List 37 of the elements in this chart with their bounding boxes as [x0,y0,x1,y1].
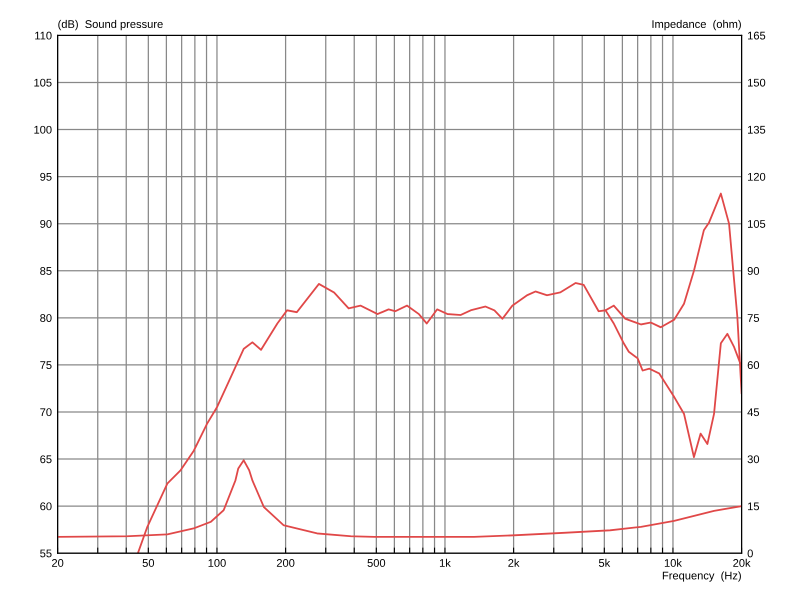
y2-tick-label: 150 [748,78,766,87]
x-tick-label: 10k [664,558,682,567]
x-tick-label: 2k [508,558,520,567]
x-axis-title: Frequency (Hz) [662,571,741,582]
y-tick-label: 70 [40,408,52,416]
y2-tick-label: 45 [747,408,760,416]
x-tick-label: 200 [276,559,294,567]
x-tick-label: 500 [368,559,386,567]
y2-tick-label: 15 [748,502,760,510]
y-tick-label: 55 [40,550,52,558]
x-tick-label: 100 [208,559,226,567]
y-axis-title: (dB) Sound pressure [58,20,163,30]
y2-tick-label: 90 [748,267,760,275]
y-tick-label: 90 [40,220,52,228]
y-tick-label: 95 [40,172,52,181]
y-tick-label: 80 [40,314,52,322]
y-tick-label: 75 [40,361,52,370]
y2-tick-label: 30 [748,455,760,464]
y2-tick-label: 75 [748,314,760,322]
y-tick-label: 60 [40,502,52,510]
x-tick-label: 5k [598,558,610,567]
x-tick-label: 1k [440,558,451,567]
y2-tick-label: 165 [748,32,766,40]
y-tick-label: 85 [40,267,52,275]
y2-tick-label: 135 [748,126,766,134]
y-tick-label: 100 [34,126,52,134]
y2-tick-label: 60 [748,361,760,370]
y-tick-label: 105 [34,78,52,87]
x-tick-label: 20k [733,558,751,567]
y-tick-label: 65 [40,455,52,464]
y2-tick-label: 0 [748,549,753,558]
x-tick-label: 50 [142,559,154,567]
y-tick-label: 110 [35,32,52,40]
y2-tick-label: 120 [748,172,766,181]
x-tick-label: 20 [52,559,64,567]
y2-axis-title: Impedance (ohm) [652,20,741,30]
y2-tick-label: 105 [748,220,766,228]
